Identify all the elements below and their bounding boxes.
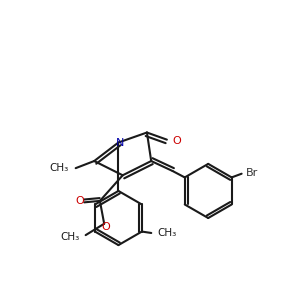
Text: CH₃: CH₃: [49, 163, 69, 173]
Text: Br: Br: [246, 168, 258, 178]
Text: CH₃: CH₃: [157, 228, 177, 238]
Text: N: N: [116, 137, 124, 148]
Text: O: O: [172, 136, 181, 146]
Text: O: O: [76, 196, 84, 206]
Text: O: O: [101, 221, 110, 232]
Text: CH₃: CH₃: [61, 231, 80, 242]
